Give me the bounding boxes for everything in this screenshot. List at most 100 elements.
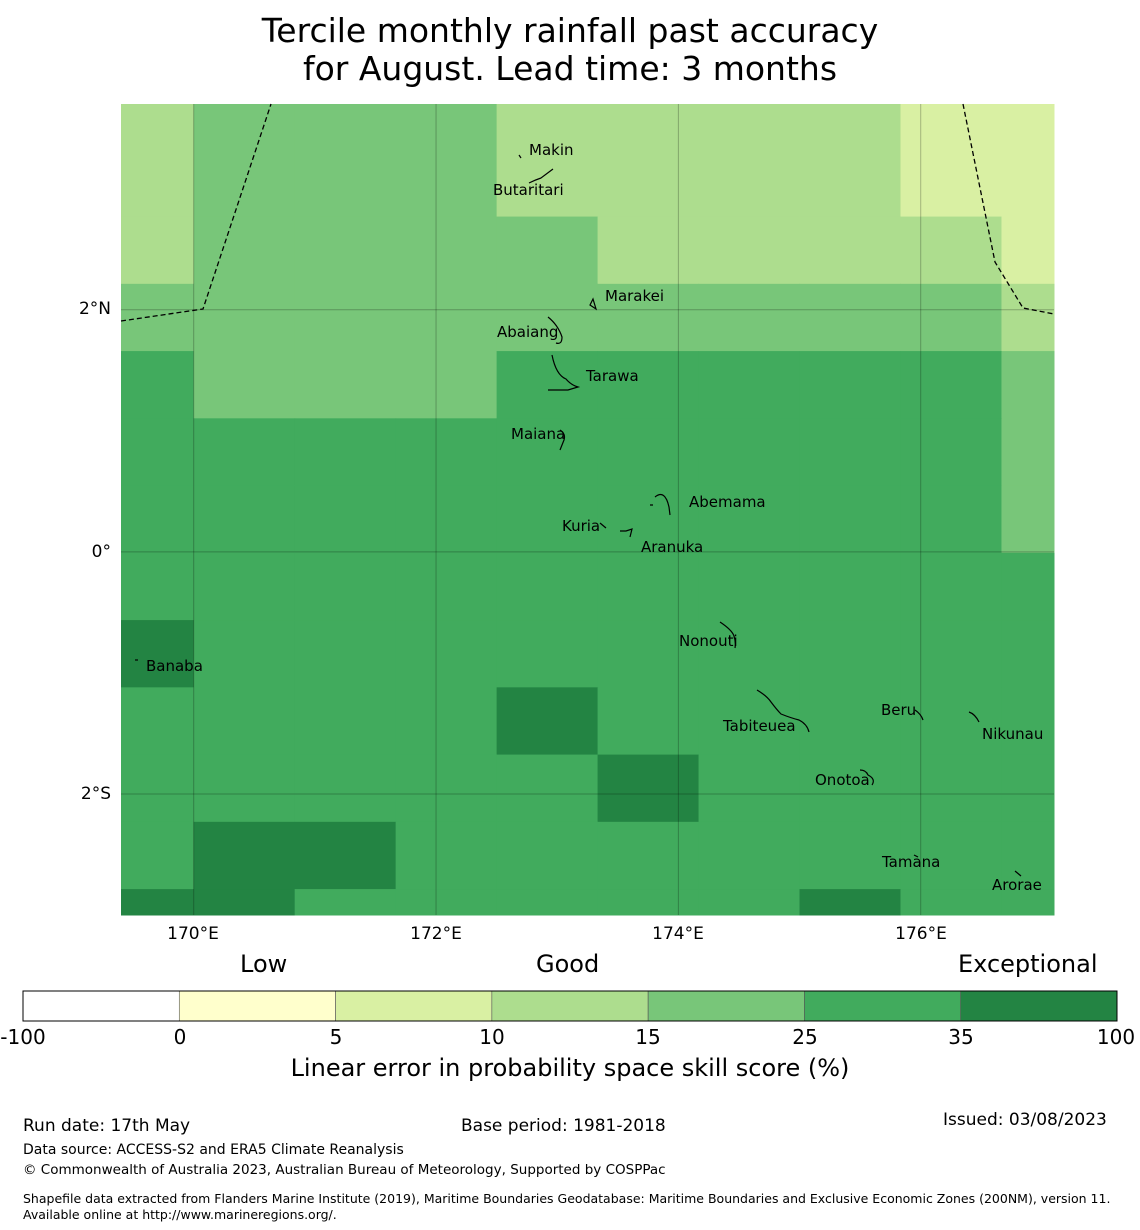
lon-label-170e: 170°E (167, 924, 219, 944)
island-outline (968, 711, 980, 723)
skill-cell (597, 754, 700, 823)
skill-cell (193, 620, 296, 688)
skill-cell (698, 283, 801, 352)
colorbar-swatch (335, 990, 493, 1022)
island-outline (914, 709, 924, 721)
island-outline (599, 522, 607, 529)
skill-cell (1001, 821, 1055, 890)
skill-cell (496, 687, 599, 756)
skill-cell (1001, 216, 1055, 285)
island-outline (756, 689, 810, 733)
skill-cell (496, 283, 599, 352)
skill-cell (698, 552, 801, 621)
colorbar-frame (22, 990, 1118, 1022)
colorbar-swatch (804, 990, 962, 1022)
skill-cell (121, 552, 195, 621)
skill-cell (900, 821, 1002, 890)
skill-cell (294, 104, 397, 218)
skill-cell (121, 485, 195, 554)
colorbar-tick: 5 (329, 1025, 343, 1049)
colorbar-tick: 15 (635, 1025, 661, 1049)
skill-cell (1001, 485, 1055, 554)
lat-label-2s: 2°S (80, 784, 111, 804)
map-title-line2: for August. Lead time: 3 months (302, 49, 838, 88)
colorbar-tick: 10 (479, 1025, 505, 1049)
base-period: Base period: 1981-2018 (461, 1116, 666, 1136)
skill-cell (900, 687, 1002, 756)
skill-cell (496, 821, 599, 890)
skill-cell (799, 351, 901, 419)
skill-cell (1001, 418, 1055, 487)
skill-cell (597, 283, 700, 352)
island-label-nikunau: Nikunau (982, 725, 1043, 743)
skill-cell (121, 418, 195, 487)
skill-cell (799, 620, 901, 688)
skill-cell (496, 104, 599, 218)
lat-label-0: 0° (91, 542, 111, 562)
skill-cell (900, 283, 1002, 352)
skill-cell (395, 552, 498, 621)
issued-date: Issued: 03/08/2023 (943, 1110, 1107, 1130)
skill-cell (121, 216, 195, 285)
skill-cell (597, 104, 700, 218)
skill-cell (193, 104, 296, 218)
skill-cell (121, 687, 195, 756)
skill-cell (698, 754, 801, 823)
skill-cell (597, 418, 700, 487)
skill-cell (395, 104, 498, 218)
skill-cell (799, 418, 901, 487)
island-outline (1014, 870, 1022, 877)
map-title-line1: Tercile monthly rainfall past accuracy (261, 11, 879, 50)
skill-cell (799, 889, 901, 916)
run-date: Run date: 17th May (23, 1116, 191, 1136)
skill-cell (121, 754, 195, 823)
skill-cell (799, 754, 901, 823)
skill-cell (193, 552, 296, 621)
skill-cell (395, 620, 498, 688)
shapefile-note: Shapefile data extracted from Flanders M… (23, 1191, 1111, 1222)
island-label-aranuka: Aranuka (641, 538, 703, 556)
island-label-beru: Beru (881, 701, 916, 719)
skill-cell (900, 485, 1002, 554)
skill-cell (698, 821, 801, 890)
island-outline (650, 494, 671, 516)
skill-cell (294, 889, 397, 916)
skill-cell (1001, 283, 1055, 352)
skill-cell (1001, 620, 1055, 688)
skill-cell (597, 889, 700, 916)
colorbar-tick: 0 (173, 1025, 187, 1049)
island-label-abaiang: Abaiang (497, 323, 558, 341)
skill-cell (294, 418, 397, 487)
skill-cell (1001, 351, 1055, 419)
skill-cell (193, 889, 296, 916)
skill-cell (698, 418, 801, 487)
skill-cell (496, 754, 599, 823)
skill-cell (1001, 889, 1055, 916)
copyright-note: © Commonwealth of Australia 2023, Austra… (23, 1162, 666, 1178)
skill-cell (900, 552, 1002, 621)
skill-cell (294, 687, 397, 756)
island-label-maiana: Maiana (511, 425, 565, 443)
category-good: Good (536, 950, 600, 978)
island-label-kuria: Kuria (562, 517, 600, 535)
skill-cell (193, 351, 296, 419)
skill-cell (799, 821, 901, 890)
colorbar (22, 990, 1118, 1022)
colorbar-tick: 25 (792, 1025, 818, 1049)
island-outline (719, 621, 736, 649)
skill-cell (698, 216, 801, 285)
skill-cell (799, 104, 901, 218)
skill-cell (496, 889, 599, 916)
category-low: Low (240, 950, 288, 978)
eez-boundary-west (120, 103, 272, 322)
skill-cell (597, 485, 700, 554)
island-label-butaritari: Butaritari (493, 181, 564, 199)
skill-cell (900, 754, 1002, 823)
skill-cell (900, 620, 1002, 688)
colorbar-swatch (178, 990, 336, 1022)
skill-cell (294, 620, 397, 688)
skill-cell (496, 418, 599, 487)
skill-cell (294, 485, 397, 554)
skill-cell (121, 889, 195, 916)
skill-cell (597, 216, 700, 285)
